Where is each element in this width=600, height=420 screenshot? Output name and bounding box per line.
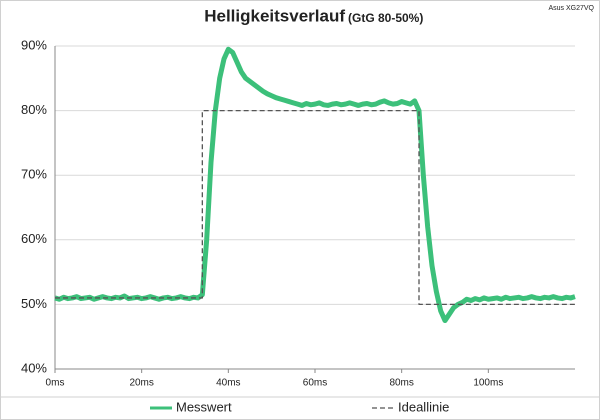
legend-label: Messwert <box>176 399 232 414</box>
chart-title: Helligkeitsverlauf <box>204 6 345 25</box>
x-tick-label: 100ms <box>473 378 503 389</box>
y-tick-label: 50% <box>21 296 47 311</box>
x-tick-label: 0ms <box>46 378 65 389</box>
legend-label: Ideallinie <box>398 399 449 414</box>
y-tick-label: 70% <box>21 167 47 182</box>
y-tick-label: 40% <box>21 360 47 375</box>
data-line <box>54 46 576 324</box>
y-tick-label: 80% <box>21 102 47 117</box>
data-line <box>55 109 575 306</box>
x-tick-label: 20ms <box>129 378 153 389</box>
x-tick-label: 40ms <box>216 378 240 389</box>
y-tick-label: 60% <box>21 231 47 246</box>
chart-subtitle: (GtG 80-50%) <box>348 11 423 25</box>
y-tick-label: 90% <box>21 37 47 52</box>
annotation: Asus XG27VQ <box>548 5 594 12</box>
x-tick-label: 80ms <box>389 378 413 389</box>
x-tick-label: 60ms <box>303 378 327 389</box>
